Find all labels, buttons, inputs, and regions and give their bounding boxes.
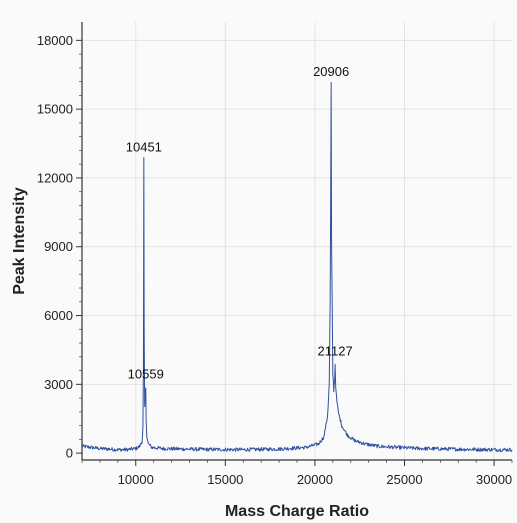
x-tick-label: 10000 [118,472,154,487]
x-axis-title: Mass Charge Ratio [225,503,369,520]
x-tick-label: 30000 [476,472,512,487]
y-tick-label: 9000 [44,239,73,254]
annotations: 10451 10559 20906 21127 [126,64,353,382]
y-tick-label: 3000 [44,377,73,392]
peak-label: 21127 [318,344,353,359]
y-tick-label: 0 [66,446,73,461]
peak-label: 20906 [313,64,349,79]
x-tick-label: 25000 [386,472,422,487]
y-axis-title: Peak Intensity [11,187,28,295]
y-tick-label: 12000 [37,170,73,185]
y-tick-label: 18000 [37,33,73,48]
axes: 0 3000 6000 9000 12000 15000 18000 10000 15000 20… [37,22,513,487]
y-tick-label: 6000 [44,308,73,323]
x-tick-label: 20000 [297,472,333,487]
series-layer [81,82,513,453]
y-tick-label: 15000 [37,102,73,117]
peak-label: 10559 [128,367,164,382]
peak-label: 10451 [126,140,162,155]
series-line [81,82,513,453]
grid [82,22,512,460]
x-tick-label: 15000 [207,472,243,487]
